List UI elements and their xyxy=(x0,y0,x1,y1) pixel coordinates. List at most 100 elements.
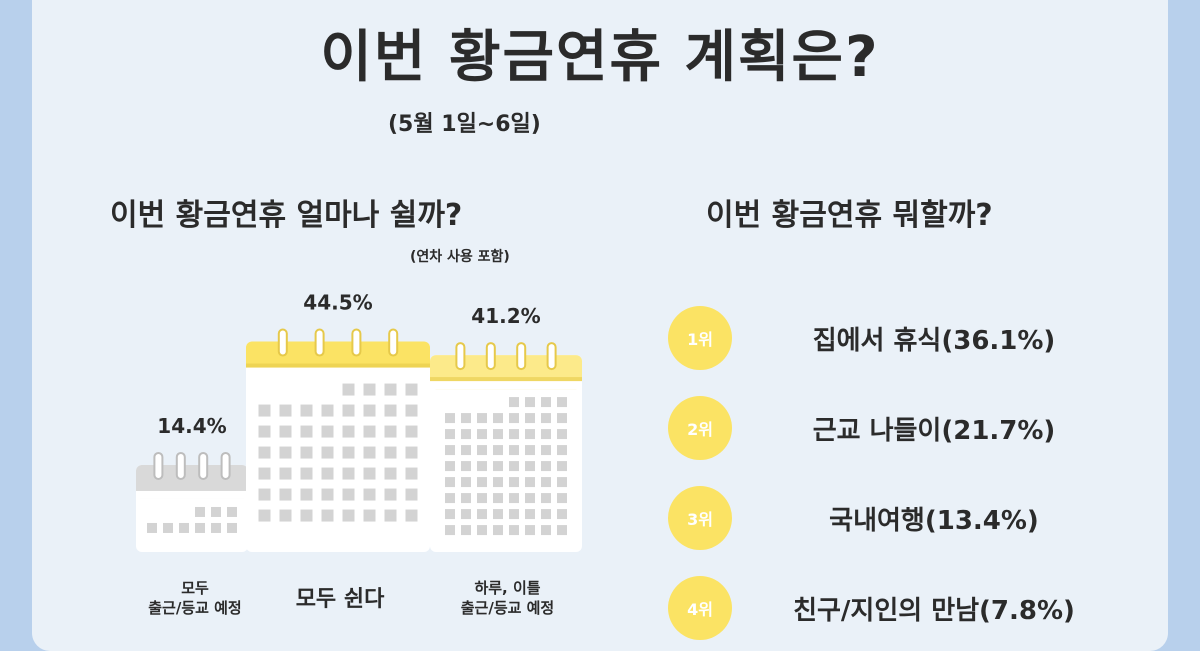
day-cell xyxy=(405,425,418,438)
calendar-header-shadow xyxy=(246,363,430,368)
day-cell xyxy=(300,425,313,438)
rank-text: 집에서 휴식(36.1%) xyxy=(812,326,1056,356)
day-cell xyxy=(363,467,376,480)
day-cell xyxy=(258,446,271,459)
day-cell xyxy=(195,522,205,533)
calendar-header-edge xyxy=(136,490,248,499)
value-label: 14.4% xyxy=(157,414,226,438)
day-cell xyxy=(258,488,271,501)
binder-ring xyxy=(388,328,399,357)
day-cell xyxy=(384,383,397,396)
day-cell xyxy=(477,493,487,504)
day-cell xyxy=(300,467,313,480)
day-cell xyxy=(321,467,334,480)
day-cell xyxy=(321,425,334,438)
day-cell xyxy=(557,461,567,472)
category-label-commute: 모두 출근/등교 예정 xyxy=(148,579,242,617)
day-cell xyxy=(279,446,292,459)
day-cell xyxy=(179,522,189,533)
day-cell xyxy=(300,446,313,459)
day-cell xyxy=(147,522,157,533)
day-cell xyxy=(363,446,376,459)
day-cell xyxy=(445,413,455,424)
day-cell xyxy=(300,488,313,501)
rank-badge: 2위 xyxy=(668,396,732,460)
day-cell xyxy=(541,461,551,472)
day-cell xyxy=(279,425,292,438)
rank-badge: 1위 xyxy=(668,306,732,370)
day-cell xyxy=(342,509,355,522)
day-cell xyxy=(342,488,355,501)
day-cell xyxy=(557,413,567,424)
day-cell xyxy=(300,404,313,417)
day-cell xyxy=(493,445,503,456)
day-cell xyxy=(279,509,292,522)
day-cell xyxy=(509,509,519,520)
category-label-all-rest: 모두 쉰다 xyxy=(295,587,385,612)
calendar-header xyxy=(136,464,248,499)
day-cell xyxy=(509,397,519,408)
binder-ring xyxy=(546,342,557,371)
day-cell xyxy=(279,467,292,480)
day-cell xyxy=(493,493,503,504)
day-cell xyxy=(384,404,397,417)
day-cell xyxy=(279,404,292,417)
day-cell xyxy=(477,429,487,440)
day-cell xyxy=(227,522,237,533)
page-title: 이번 황금연휴 계획은? xyxy=(320,25,880,90)
day-cell xyxy=(258,425,271,438)
day-cell xyxy=(461,509,471,520)
day-cell xyxy=(557,509,567,520)
day-cell xyxy=(195,506,205,517)
category-label-partial-commute: 하루, 이틀 출근/등교 예정 xyxy=(460,579,555,617)
day-cell xyxy=(445,461,455,472)
day-cell xyxy=(541,525,551,536)
day-cell xyxy=(342,383,355,396)
day-cell xyxy=(557,525,567,536)
day-cell xyxy=(384,446,397,459)
day-cell xyxy=(493,413,503,424)
day-cell xyxy=(321,446,334,459)
day-cell xyxy=(258,404,271,417)
day-cell xyxy=(363,509,376,522)
day-cell xyxy=(477,509,487,520)
calendar-header-edge xyxy=(246,367,430,376)
day-cell xyxy=(363,383,376,396)
day-cell xyxy=(445,509,455,520)
day-cell xyxy=(525,429,535,440)
day-cell xyxy=(342,467,355,480)
day-cell xyxy=(300,509,313,522)
calendar-header-shadow xyxy=(430,377,582,382)
day-cell xyxy=(445,477,455,488)
binder-ring xyxy=(516,342,527,371)
binder-ring xyxy=(277,328,288,357)
day-cell xyxy=(557,445,567,456)
day-cell xyxy=(258,467,271,480)
binder-ring xyxy=(314,328,325,357)
day-cell xyxy=(211,522,221,533)
binder-ring xyxy=(198,451,209,480)
day-cell xyxy=(557,477,567,488)
day-cell xyxy=(384,509,397,522)
binder-ring xyxy=(153,451,164,480)
day-cell xyxy=(321,509,334,522)
day-cell xyxy=(405,509,418,522)
day-cell xyxy=(525,397,535,408)
day-cell xyxy=(461,445,471,456)
day-cell xyxy=(557,493,567,504)
rank-text: 근교 나들이(21.7%) xyxy=(812,416,1056,446)
day-cell xyxy=(363,425,376,438)
day-cell xyxy=(493,429,503,440)
day-cell xyxy=(405,467,418,480)
day-cell xyxy=(461,413,471,424)
day-cell xyxy=(461,493,471,504)
day-cell xyxy=(405,404,418,417)
day-cell xyxy=(541,445,551,456)
day-cell xyxy=(342,404,355,417)
day-cell xyxy=(363,404,376,417)
day-cell xyxy=(557,397,567,408)
day-cell xyxy=(461,477,471,488)
rank-badge: 3위 xyxy=(668,486,732,550)
day-cell xyxy=(509,445,519,456)
